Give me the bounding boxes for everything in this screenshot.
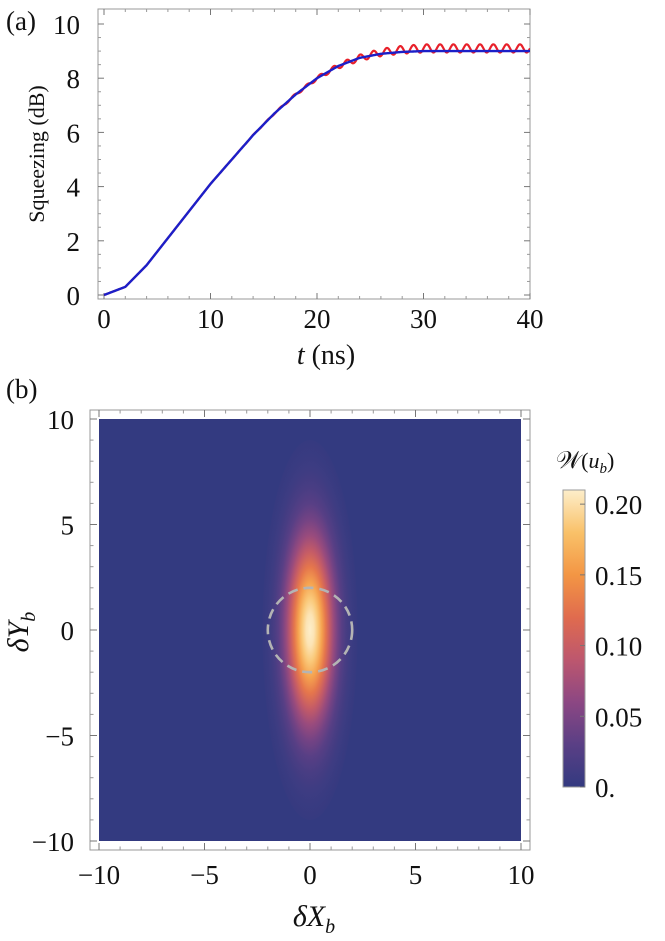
x-axis-label-b: δXb xyxy=(293,900,335,938)
y-tick-label-a: 0 xyxy=(67,281,81,311)
colorbar-title-arg: u xyxy=(588,448,599,473)
x-tick-label-b: 0 xyxy=(303,860,317,890)
x-axis-label-a: t (ns) xyxy=(297,340,355,371)
colorbar-title: 𝒲(ub) xyxy=(556,448,614,477)
y-axis-symbol-b: δY xyxy=(2,618,35,652)
x-tick-label-b: 5 xyxy=(409,860,423,890)
y-axis-sub-b: b xyxy=(18,612,40,622)
series-group-a xyxy=(103,43,530,297)
x-tick-label-a: 20 xyxy=(304,304,331,334)
x-tick-label-a: 30 xyxy=(410,304,437,334)
colorbar xyxy=(562,489,586,788)
x-tick-label-b: −5 xyxy=(190,860,219,890)
colorbar-tick-label: 0. xyxy=(595,773,615,803)
colorbar-labels: 0. 0.05 0.10 0.15 0.20 xyxy=(580,490,642,803)
colorbar-tick-label: 0.15 xyxy=(595,561,642,591)
axis-ticks-a xyxy=(98,9,531,299)
colorbar-tick-label: 0.10 xyxy=(595,632,642,662)
y-tick-label-a: 6 xyxy=(67,118,81,148)
wigner-distribution xyxy=(262,440,358,820)
series-line-exact xyxy=(103,43,530,297)
tick-labels-b: −10 −5 0 5 10 −10 −5 0 5 10 xyxy=(32,405,535,890)
colorbar-title-symbol: 𝒲 xyxy=(556,448,583,474)
axis-ticks-b xyxy=(90,410,530,850)
colorbar-title-sub: b xyxy=(599,461,607,477)
x-tick-label-a: 0 xyxy=(97,304,111,334)
x-tick-label-b: 10 xyxy=(508,860,535,890)
squeezing-chart: 0 10 20 30 40 0 2 4 6 8 10 Squeezing (dB) t (ns) xyxy=(24,8,544,371)
y-tick-label-a: 8 xyxy=(67,64,81,94)
x-axis-symbol-b: δX xyxy=(293,900,327,933)
y-tick-label-a: 2 xyxy=(67,227,81,257)
x-tick-label-a: 10 xyxy=(197,304,224,334)
y-axis-label-a: Squeezing (dB) xyxy=(24,85,49,222)
vacuum-circle xyxy=(266,586,354,674)
y-tick-label-b: 0 xyxy=(61,616,75,646)
panel-a-label: (a) xyxy=(6,6,36,36)
x-tick-label-a: 40 xyxy=(517,304,544,334)
y-tick-label-b: 10 xyxy=(47,405,74,435)
y-tick-label-b: −5 xyxy=(45,722,74,752)
x-axis-sub-b: b xyxy=(325,916,335,938)
panel-b-label: (b) xyxy=(6,374,37,404)
tick-labels-a: 0 10 20 30 40 0 2 4 6 8 10 xyxy=(53,10,544,334)
x-tick-label-b: −10 xyxy=(78,860,120,890)
y-tick-label-a: 4 xyxy=(67,173,81,203)
x-axis-var-a: t xyxy=(297,340,306,371)
y-tick-label-b: −10 xyxy=(32,827,74,857)
y-axis-label-b: δYb xyxy=(2,612,40,653)
colorbar-tick-label: 0.20 xyxy=(595,490,642,520)
y-tick-label-b: 5 xyxy=(61,511,75,541)
colorbar-tick-label: 0.05 xyxy=(595,702,642,732)
series-line-approximate xyxy=(103,49,530,297)
plot-frame-a xyxy=(97,8,531,300)
y-tick-label-a: 10 xyxy=(53,10,80,40)
x-axis-unit-a: (ns) xyxy=(305,340,356,371)
